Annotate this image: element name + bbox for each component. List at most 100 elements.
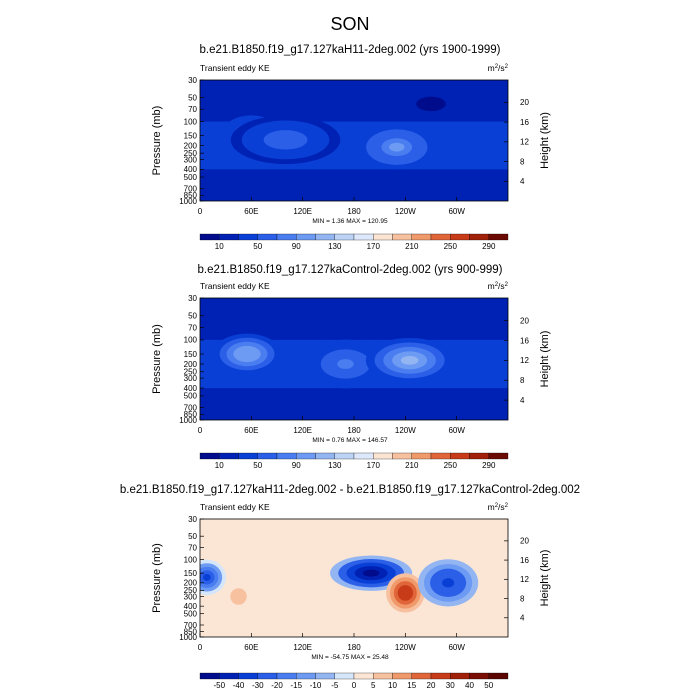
variable-label: Transient eddy KE bbox=[200, 502, 270, 512]
colorbar-swatch bbox=[257, 233, 278, 241]
colorbar-label: 10 bbox=[215, 242, 224, 251]
colorbar-label: 50 bbox=[253, 242, 262, 251]
lon-tick-label: 120E bbox=[293, 643, 312, 652]
pressure-tick-label: 300 bbox=[184, 592, 198, 601]
colorbar-swatch bbox=[353, 452, 374, 460]
colorbar-swatch bbox=[238, 452, 258, 460]
colorbar-swatch bbox=[411, 233, 432, 241]
pressure-tick-label: 30 bbox=[188, 294, 197, 303]
colorbar-swatch bbox=[392, 233, 412, 241]
lon-tick-label: 180 bbox=[347, 426, 361, 435]
height-tick-label: 8 bbox=[520, 157, 525, 166]
contour-field bbox=[200, 519, 508, 637]
variable-label: Transient eddy KE bbox=[200, 63, 270, 73]
colorbar-label: 90 bbox=[292, 461, 301, 470]
contour-blob-5 bbox=[235, 593, 242, 600]
colorbar-label: 250 bbox=[444, 242, 458, 251]
min-max-stats: MIN = 1.36 MAX = 120.95 bbox=[312, 218, 388, 225]
colorbar-label: -40 bbox=[233, 681, 245, 690]
pressure-tick-label: 500 bbox=[184, 609, 198, 618]
colorbar-swatch bbox=[469, 672, 489, 680]
colorbar-swatch bbox=[276, 672, 297, 680]
lon-tick-label: 180 bbox=[347, 643, 361, 652]
pressure-tick-label: 1000 bbox=[179, 633, 197, 642]
colorbar-swatch bbox=[315, 233, 335, 241]
height-tick-label: 4 bbox=[520, 177, 525, 186]
colorbar-swatch bbox=[353, 233, 374, 241]
y-axis-title-right: Height (km) bbox=[539, 550, 551, 607]
colorbar-label: 0 bbox=[352, 681, 357, 690]
lon-tick-label: 120E bbox=[293, 426, 312, 435]
lon-tick-label: 180 bbox=[347, 207, 361, 216]
pressure-tick-label: 500 bbox=[184, 392, 198, 401]
colorbar-swatch bbox=[430, 672, 451, 680]
colorbar-label: 290 bbox=[482, 461, 496, 470]
band-surface bbox=[200, 188, 508, 201]
y-axis-title: Pressure (mb) bbox=[151, 106, 163, 176]
lon-tick-label: 60W bbox=[448, 426, 465, 435]
units-label: m2/s2 bbox=[488, 63, 509, 73]
colorbar-swatch bbox=[199, 672, 220, 680]
colorbar-label: 290 bbox=[482, 242, 496, 251]
pressure-tick-label: 100 bbox=[184, 555, 198, 564]
units-label: m2/s2 bbox=[488, 502, 509, 512]
height-tick-label: 20 bbox=[520, 537, 529, 546]
colorbar-swatch bbox=[219, 233, 239, 241]
colorbar-swatch bbox=[334, 672, 355, 680]
pressure-tick-label: 200 bbox=[184, 360, 198, 369]
colorbar-swatch bbox=[430, 452, 451, 460]
lon-tick-label: 60W bbox=[448, 643, 465, 652]
pressure-tick-label: 700 bbox=[184, 184, 198, 193]
height-tick-label: 8 bbox=[520, 594, 525, 603]
pressure-tick-label: 850 bbox=[184, 627, 198, 636]
y-axis-title-right: Height (km) bbox=[539, 112, 551, 169]
colorbar-swatch bbox=[373, 672, 393, 680]
pressure-tick-label: 300 bbox=[184, 155, 198, 164]
colorbar-label: -30 bbox=[252, 681, 264, 690]
pressure-tick-label: 250 bbox=[184, 149, 198, 158]
min-max-stats: MIN = -54.75 MAX = 25.48 bbox=[311, 654, 389, 661]
colorbar-swatch bbox=[411, 672, 432, 680]
lon-tick-label: 60E bbox=[244, 207, 258, 216]
colorbar-swatch bbox=[238, 672, 258, 680]
colorbar-swatch bbox=[296, 452, 316, 460]
colorbar-swatch bbox=[411, 452, 432, 460]
contour-blob-3 bbox=[400, 355, 419, 365]
lon-tick-label: 120E bbox=[293, 207, 312, 216]
height-tick-label: 12 bbox=[520, 575, 529, 584]
colorbar-swatch bbox=[199, 452, 220, 460]
pressure-tick-label: 70 bbox=[188, 543, 197, 552]
lon-tick-label: 120W bbox=[395, 426, 416, 435]
colorbar-label: -5 bbox=[331, 681, 339, 690]
lon-tick-label: 60W bbox=[448, 207, 465, 216]
colorbar-label: 170 bbox=[367, 242, 381, 251]
pressure-tick-label: 700 bbox=[184, 403, 198, 412]
lon-tick-label: 120W bbox=[395, 643, 416, 652]
contour-field bbox=[200, 80, 508, 201]
contour-blob-1 bbox=[203, 573, 211, 581]
colorbar-label: -10 bbox=[310, 681, 322, 690]
colorbar-label: 10 bbox=[215, 461, 224, 470]
colorbar-label: 20 bbox=[427, 681, 436, 690]
colorbar-swatch bbox=[392, 672, 412, 680]
pressure-tick-label: 70 bbox=[188, 323, 197, 332]
contour-field bbox=[200, 298, 508, 420]
pressure-tick-label: 400 bbox=[184, 384, 198, 393]
height-tick-label: 12 bbox=[520, 356, 529, 365]
colorbar-swatch bbox=[392, 452, 412, 460]
colorbar-label: 50 bbox=[253, 461, 262, 470]
lon-tick-label: 0 bbox=[198, 643, 203, 652]
pressure-tick-label: 150 bbox=[184, 569, 198, 578]
colorbar-label: 130 bbox=[328, 242, 342, 251]
pressure-tick-label: 200 bbox=[184, 141, 198, 150]
colorbar-label: 210 bbox=[405, 242, 419, 251]
pressure-tick-label: 50 bbox=[188, 93, 197, 102]
pressure-tick-label: 400 bbox=[184, 602, 198, 611]
panel-title: b.e21.B1850.f19_g17.127kaH11-2deg.002 - … bbox=[120, 484, 580, 496]
band-surface bbox=[200, 407, 508, 420]
colorbar-label: 170 bbox=[367, 461, 381, 470]
height-tick-label: 4 bbox=[520, 614, 525, 623]
lon-tick-label: 60E bbox=[244, 643, 258, 652]
lon-tick-label: 60E bbox=[244, 426, 258, 435]
colorbar-swatch bbox=[334, 233, 355, 241]
